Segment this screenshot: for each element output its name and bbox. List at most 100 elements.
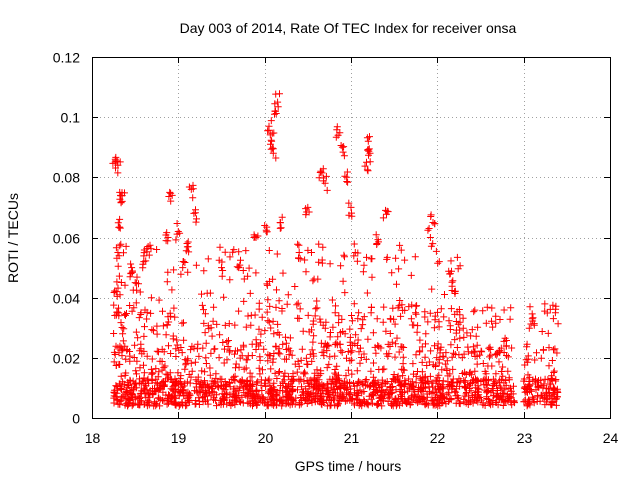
data-point [155, 348, 162, 356]
data-point [343, 168, 351, 176]
data-point [150, 327, 157, 335]
data-point [251, 233, 259, 241]
data-point [492, 312, 500, 320]
data-point [421, 353, 429, 361]
data-point [113, 308, 121, 316]
data-point [396, 378, 404, 386]
data-point [313, 304, 321, 312]
data-point [219, 385, 227, 392]
data-point [386, 330, 394, 337]
data-point [319, 382, 327, 390]
data-point [388, 269, 396, 277]
data-point [302, 211, 310, 219]
data-point [220, 359, 228, 367]
data-point [229, 248, 237, 256]
data-point [548, 399, 556, 407]
data-point [485, 344, 493, 352]
data-point [406, 401, 414, 409]
data-point [545, 362, 553, 370]
data-point [181, 365, 189, 373]
data-point [469, 394, 477, 401]
data-point [129, 400, 137, 408]
data-point [421, 308, 429, 316]
data-point [225, 320, 233, 328]
data-point [268, 400, 276, 408]
data-point [492, 370, 500, 378]
data-point [346, 325, 354, 333]
data-point [372, 349, 380, 357]
data-point [523, 398, 531, 406]
data-point [159, 307, 166, 315]
data-point [383, 210, 390, 218]
data-point [155, 296, 163, 304]
data-point [504, 353, 512, 361]
data-point [214, 378, 222, 386]
data-point [489, 397, 497, 404]
data-point [268, 129, 276, 137]
data-point [310, 332, 318, 340]
data-point [252, 269, 260, 277]
data-point [322, 172, 330, 180]
data-point [383, 255, 391, 263]
data-point [346, 357, 354, 365]
data-point [144, 397, 152, 405]
data-point [370, 380, 378, 387]
data-point [294, 240, 302, 248]
data-point [360, 313, 368, 321]
data-point [114, 284, 122, 292]
data-point [170, 304, 178, 312]
data-point [338, 315, 346, 323]
data-point [412, 310, 420, 318]
data-point [226, 253, 234, 261]
data-point [110, 358, 118, 366]
data-point [111, 351, 119, 358]
x-tick-label: 23 [517, 430, 533, 446]
data-point [156, 384, 164, 392]
data-point [502, 381, 510, 389]
data-point [496, 383, 504, 391]
data-point [348, 312, 355, 319]
data-point [276, 350, 284, 358]
data-point [432, 247, 440, 255]
data-point [122, 390, 130, 398]
data-point [138, 398, 145, 406]
data-point [435, 323, 443, 331]
data-point [276, 224, 284, 232]
data-point [418, 385, 426, 393]
data-point [131, 341, 139, 349]
data-point [241, 379, 249, 387]
data-point [269, 383, 277, 391]
data-point [529, 314, 537, 322]
data-point [195, 397, 203, 405]
data-point [306, 350, 314, 358]
data-point [506, 315, 514, 323]
data-point [303, 360, 311, 368]
data-point [247, 321, 255, 329]
data-point [189, 194, 197, 202]
data-point [201, 310, 209, 318]
data-point [342, 372, 350, 380]
data-point [132, 299, 140, 307]
data-point [244, 312, 252, 320]
data-point [274, 103, 282, 111]
data-point [373, 315, 381, 323]
data-point [193, 345, 201, 353]
data-point [463, 329, 471, 337]
data-point [396, 297, 404, 304]
data-point [364, 400, 372, 408]
data-point [503, 337, 510, 344]
data-point [359, 321, 367, 329]
data-point [285, 351, 293, 359]
data-point [446, 370, 454, 378]
data-point [207, 349, 215, 357]
data-point [260, 345, 268, 353]
data-point [431, 316, 439, 324]
data-point [412, 351, 420, 359]
data-point [410, 370, 417, 378]
data-point [183, 243, 191, 251]
data-point [397, 343, 405, 351]
data-point [545, 344, 553, 352]
data-point [344, 348, 352, 355]
data-point [130, 304, 138, 312]
data-point [541, 375, 549, 383]
